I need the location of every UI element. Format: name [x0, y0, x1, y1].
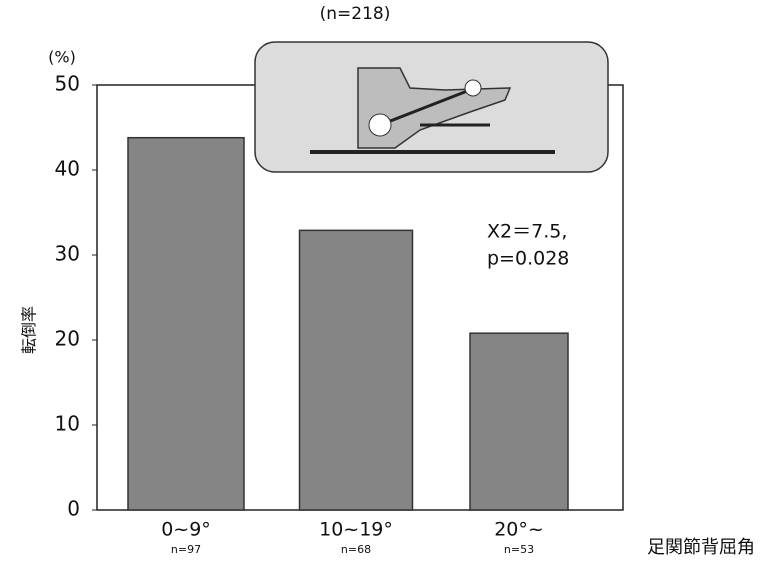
toe-circle	[465, 80, 481, 96]
y-tick-label: 30	[55, 242, 80, 266]
bar	[300, 230, 413, 510]
annotation: p=0.028	[487, 248, 569, 270]
joint-circle	[369, 114, 391, 136]
chart-subtitle: (n=218)	[320, 4, 391, 24]
y-tick-label: 0	[67, 497, 80, 521]
x-tick-label: 20°~	[494, 519, 544, 541]
y-tick-label: 10	[55, 412, 80, 436]
category-note: n=97	[171, 543, 201, 556]
x-tick-label: 10~19°	[319, 519, 393, 541]
bar	[470, 333, 568, 510]
inset-illustration	[255, 42, 608, 172]
y-tick-label: 50	[55, 72, 80, 96]
chart: (n=218) (%) 転倒率 足関節背屈角 0 10 20 30 40 50 0~9° n=…	[0, 0, 762, 565]
annotation: X2＝7.5,	[487, 221, 567, 243]
category-note: n=68	[341, 543, 371, 556]
y-tick-label: 20	[55, 327, 80, 351]
category-note: n=53	[504, 543, 534, 556]
x-tick-label: 0~9°	[161, 519, 211, 541]
y-unit: (%)	[48, 48, 76, 67]
y-axis-label: 転倒率	[20, 306, 39, 354]
bar	[128, 138, 244, 510]
y-tick-label: 40	[55, 157, 80, 181]
x-axis-label: 足関節背屈角	[647, 537, 755, 558]
